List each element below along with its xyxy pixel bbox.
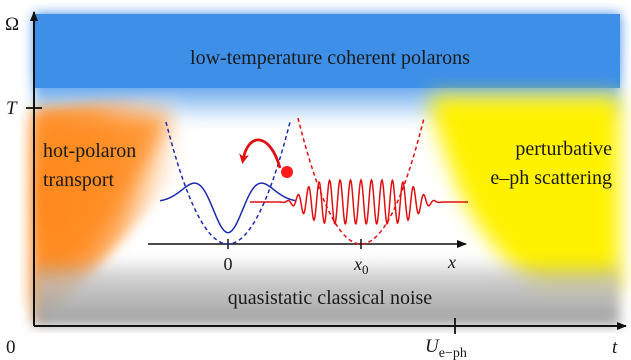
background-regions	[34, 14, 620, 326]
left-wavefunction	[159, 182, 297, 234]
y-tick-label: T	[6, 98, 18, 119]
perturbative-label-line2: e–ph scattering	[490, 167, 612, 189]
inset-schematic: 0 x0 x	[148, 117, 468, 277]
inset-axis-label: x	[447, 252, 456, 272]
hot-polaron-label-line2: transport	[43, 169, 115, 191]
x-tick-label: Ue−ph	[425, 336, 467, 360]
perturbative-label-line1: perturbative	[515, 138, 612, 160]
hot-polaron-label-line1: hot-polaron	[43, 140, 136, 162]
coherent-polaron-core	[34, 14, 620, 88]
perturbative-region	[430, 96, 620, 290]
classical-noise-label: quasistatic classical noise	[228, 287, 433, 309]
x-axis-label: t	[612, 337, 618, 358]
inset-tick-right-main: x	[353, 254, 362, 274]
main-axes	[26, 11, 627, 334]
y-axis-label: Ω	[5, 14, 19, 35]
tunneling-arrow	[239, 138, 282, 169]
coherent-polaron-label: low-temperature coherent polarons	[190, 47, 470, 69]
right-wavefunction	[250, 178, 468, 225]
x-tick-label-main: U	[425, 336, 440, 357]
origin-label: 0	[6, 337, 16, 358]
particle-dot	[281, 166, 293, 178]
x-tick-label-sub: e−ph	[439, 346, 467, 360]
classical-noise-region	[34, 258, 620, 326]
left-potential-well	[165, 121, 291, 245]
inset-tick-right-label: x0	[353, 254, 369, 277]
inset-tick-right-sub: 0	[362, 262, 369, 277]
inset-tick-left-label: 0	[224, 254, 233, 274]
right-potential-well	[297, 117, 425, 245]
